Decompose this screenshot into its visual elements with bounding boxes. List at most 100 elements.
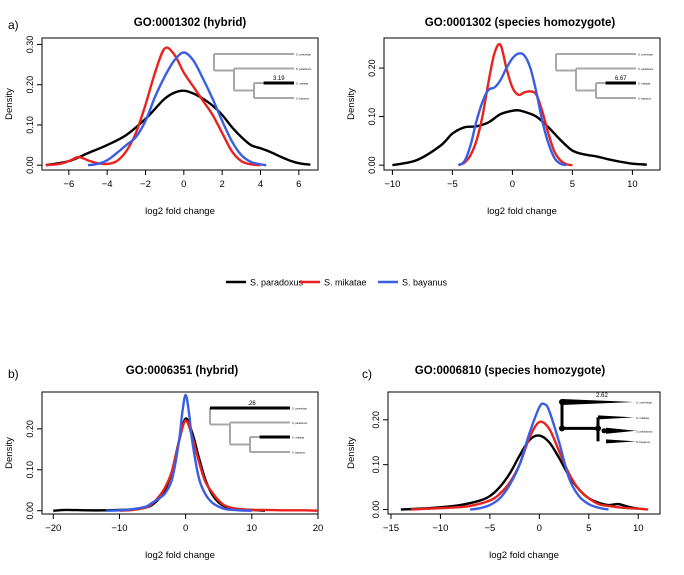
y-tick-label: 0.00 <box>371 501 381 519</box>
tree-branch-label: 2.62 <box>596 393 608 399</box>
chart-panel: GO:0001302 (species homozygote) −10 −5 0 5 10… <box>346 17 661 217</box>
x-tick-label: −10 <box>432 523 448 534</box>
density-line-s-mikatae <box>45 46 261 167</box>
chart-title: GO:0006810 (species homozygote) <box>415 365 606 377</box>
x-tick-label: −5 <box>484 523 495 534</box>
x-tick-label: −4 <box>102 179 113 190</box>
x-tick-label: 6 <box>296 179 301 190</box>
x-tick-label: −10 <box>111 523 127 534</box>
tree-branch-label: 6.67 <box>615 76 627 82</box>
tree-tip-label: S. mikatae <box>296 82 309 86</box>
tree-branch-label: 3.19 <box>273 76 285 82</box>
density-line-s-paradoxus <box>45 89 311 167</box>
tree-wedge <box>598 415 634 420</box>
chart-title: GO:0001302 (hybrid) <box>134 17 247 29</box>
tree-tip-label: S. bayanus <box>296 97 310 101</box>
x-tick-label: 0 <box>181 179 186 190</box>
y-axis-label: Density <box>4 437 15 469</box>
x-axis-label: log2 fold change <box>487 206 557 217</box>
x-tick-label: 10 <box>633 523 644 534</box>
chart-title: GO:0001302 (species homozygote) <box>425 17 616 29</box>
tree-tip-label: S. mikatae <box>292 436 305 440</box>
density-line-s-mikatae <box>457 43 573 167</box>
density-line-s-paradoxus <box>400 434 639 511</box>
x-tick-label: 10 <box>627 179 638 190</box>
density-line-s-mikatae <box>410 420 649 511</box>
tree-wedge <box>562 399 634 405</box>
density-line-s-bayanus <box>457 52 567 167</box>
tree-node <box>559 425 565 432</box>
tree-tip-label: S. bayanus <box>638 97 652 101</box>
density-line-s-bayanus <box>469 402 609 511</box>
y-tick-label: 0.10 <box>25 461 35 479</box>
y-tick-label: 0.20 <box>25 420 35 438</box>
y-tick-label: 0.20 <box>25 76 35 94</box>
y-tick-label: 0.20 <box>367 59 377 77</box>
x-tick-label: −15 <box>383 523 399 534</box>
panel-label: b) <box>8 367 19 381</box>
x-tick-label: 5 <box>570 179 575 190</box>
x-tick-label: −20 <box>45 523 61 534</box>
legend-label: S. bayanus <box>402 278 448 288</box>
density-line-s-bayanus <box>106 393 252 512</box>
tree-tip-label: S. mikatae <box>638 82 651 86</box>
panel-label: c) <box>362 367 372 381</box>
tree-node <box>595 425 601 432</box>
tree-tip-label: S. paradoxus <box>296 67 312 71</box>
y-axis-label: Density <box>346 437 357 469</box>
x-tick-label: −5 <box>447 179 458 190</box>
tree-tip-label: S. paradoxus <box>636 429 653 433</box>
chart-panel: b) GO:0006351 (hybrid) −20 −10 0 10 20 0.00 0.10… <box>4 365 323 561</box>
tree-tip-label: S. paradoxus <box>638 67 654 71</box>
tree-wedge <box>606 439 636 444</box>
plot-frame <box>383 37 661 171</box>
y-tick-label: 0.10 <box>367 108 377 126</box>
x-tick-label: −6 <box>63 179 74 190</box>
y-tick-label: 0.00 <box>25 156 35 174</box>
tree-tip-label: S. cerevisiae <box>296 53 311 57</box>
x-axis-label: log2 fold change <box>145 550 215 561</box>
plot-frame <box>41 391 319 515</box>
y-tick-label: 0.10 <box>25 116 35 134</box>
tree-tip-label: S. bayanus <box>636 440 651 444</box>
plot-frame <box>41 37 319 171</box>
y-axis-label: Density <box>4 88 15 120</box>
x-tick-label: 0 <box>510 179 515 190</box>
tree-tip-label: S. paradoxus <box>292 421 308 425</box>
density-line-s-bayanus <box>87 51 267 167</box>
y-tick-label: 0.20 <box>371 411 381 429</box>
y-tick-label: 0.10 <box>371 456 381 474</box>
y-axis-label: Density <box>346 88 357 120</box>
tree-tip-label: S. cerevisiae <box>638 53 653 57</box>
x-tick-label: 5 <box>586 523 591 534</box>
legend: S. paradoxus S. mikatae S. bayanus <box>226 278 448 288</box>
x-axis-label: log2 fold change <box>489 550 559 561</box>
tree-node <box>601 428 607 434</box>
x-tick-label: 2 <box>220 179 225 190</box>
x-tick-label: 10 <box>247 523 258 534</box>
legend-label: S. paradoxus <box>250 278 304 288</box>
chart-title: GO:0006351 (hybrid) <box>126 365 239 377</box>
y-tick-label: 0.00 <box>367 156 377 174</box>
density-line-s-paradoxus <box>392 109 647 167</box>
chart-panel: c) GO:0006810 (species homozygote) −15 −10 −… <box>346 365 661 561</box>
chart-panel: a) GO:0001302 (hybrid) −6 −4 −2 0 2 4 6 0.00 0.10 0… <box>4 17 319 217</box>
tree-tip-label: S. cerevisiae <box>292 407 307 411</box>
x-tick-label: 0 <box>537 523 542 534</box>
x-axis-label: log2 fold change <box>145 206 215 217</box>
plot-frame <box>387 391 661 515</box>
panel-label: a) <box>8 18 19 32</box>
density-line-s-mikatae <box>119 419 318 512</box>
x-tick-label: −10 <box>384 179 400 190</box>
tree-wedge <box>606 427 636 434</box>
y-tick-label: 0.30 <box>25 36 35 54</box>
x-tick-label: 4 <box>258 179 263 190</box>
tree-tip-label: S. mikatae <box>636 416 650 420</box>
x-tick-label: 0 <box>183 523 188 534</box>
tree-node <box>559 399 565 405</box>
legend-label: S. mikatae <box>324 278 367 288</box>
tree-branch-label: .26 <box>247 401 256 407</box>
x-tick-label: 20 <box>313 523 324 534</box>
y-tick-label: 0.00 <box>25 502 35 520</box>
